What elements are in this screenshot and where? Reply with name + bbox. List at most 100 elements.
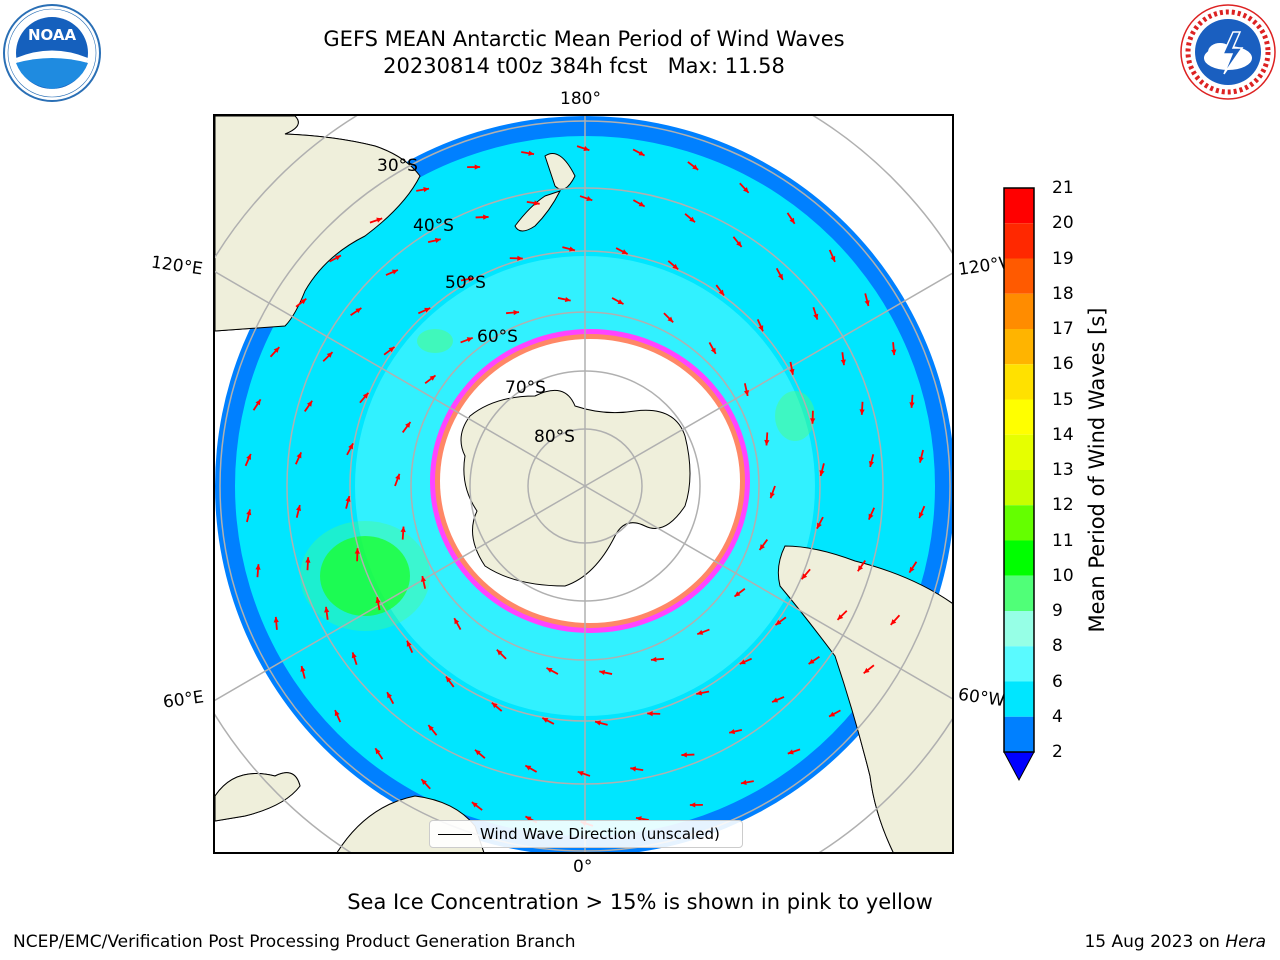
lon-label-0: 0°	[573, 857, 593, 877]
legend-line-swatch	[438, 833, 472, 835]
wind-wave-arrowhead	[667, 316, 674, 323]
wind-wave-arrowhead	[864, 300, 870, 307]
colorbar-tick-label: 18	[1052, 283, 1074, 304]
colorbar-cell	[1004, 575, 1034, 611]
wind-wave-arrowhead	[434, 237, 441, 243]
wind-wave-arrowhead	[586, 196, 593, 201]
lat-label-50s: 50°S	[445, 273, 486, 293]
colorbar-tick-label: 15	[1052, 389, 1074, 410]
wind-wave-arrowhead	[769, 492, 775, 499]
wind-wave-arrowhead	[491, 702, 498, 709]
wind-wave-arrowhead	[577, 771, 584, 776]
wind-wave-arrowhead	[296, 505, 302, 511]
wind-wave-arrowhead	[296, 452, 302, 459]
wind-wave-arrowhead	[388, 346, 395, 353]
wind-wave-arrowhead	[406, 640, 412, 647]
map-svg: 30°S 40°S 50°S 60°S 70°S 80°S	[215, 116, 952, 852]
footer-timestamp: 15 Aug 2023 on Hera	[1084, 932, 1266, 952]
colorbar-tick-label: 21	[1052, 178, 1074, 198]
wind-wave-arrowhead	[692, 164, 699, 170]
wind-wave-arrowhead	[513, 309, 520, 316]
wind-wave-arrowhead	[787, 749, 794, 755]
colorbar-tick-label: 10	[1052, 565, 1074, 586]
colorbar-cell	[1004, 399, 1034, 435]
wind-wave-arrowhead	[400, 526, 406, 533]
wind-wave-arrowhead	[474, 164, 481, 170]
wind-wave-arrowhead	[467, 276, 474, 282]
colorbar-label: Mean Period of Wind Waves [s]	[1085, 307, 1109, 633]
wind-wave-arrowhead	[918, 456, 924, 463]
wind-wave-arrowhead	[395, 473, 401, 480]
colorbar-tick-label: 17	[1052, 319, 1074, 339]
wind-wave-arrowhead	[857, 565, 864, 572]
wind-wave-arrowhead	[391, 269, 398, 275]
colorbar-tick-label: 19	[1052, 248, 1074, 269]
footer-date: 15 Aug 2023 on	[1084, 932, 1226, 952]
wind-wave-arrowhead	[813, 313, 819, 320]
wind-wave-arrowhead	[697, 629, 704, 635]
wind-wave-arrowhead	[546, 667, 553, 673]
wind-wave-arrowhead	[830, 255, 836, 262]
wind-wave-arrowhead	[517, 255, 523, 261]
lat-label-80s: 80°S	[534, 427, 575, 447]
wind-wave-arrowhead	[348, 443, 354, 450]
wind-wave-arrowhead	[405, 422, 411, 428]
wind-wave-arrowhead	[525, 765, 532, 771]
lon-label-60w: 60°W	[956, 684, 1007, 712]
colorbar-cell	[1004, 329, 1034, 365]
wind-wave-arrowhead	[801, 573, 808, 580]
footer-credit: NCEP/EMC/Verification Post Processing Pr…	[13, 932, 576, 952]
wind-wave-arrowhead	[617, 299, 624, 305]
wind-wave-arrowhead	[376, 217, 383, 223]
wind-wave-arrowhead	[868, 513, 874, 520]
wind-wave-arrowhead	[595, 720, 601, 726]
wind-wave-arrowhead	[647, 711, 653, 717]
wind-wave-arrowhead	[542, 717, 549, 723]
wind-wave-arrowhead	[777, 273, 783, 280]
wind-wave-arrowhead	[710, 347, 716, 354]
lat-label-30s: 30°S	[377, 156, 418, 176]
wind-wave-arrowhead	[423, 186, 430, 193]
wind-wave-arrowhead	[528, 150, 535, 156]
wind-wave-arrowhead	[387, 692, 393, 699]
wind-wave-arrowhead	[471, 802, 478, 808]
wind-wave-arrowhead	[775, 619, 782, 626]
colorbar-tick-label: 20	[1052, 213, 1074, 234]
colorbar-cell	[1004, 293, 1034, 329]
wind-wave-arrowhead	[810, 418, 816, 424]
wind-wave-arrowhead	[759, 544, 765, 550]
colorbar-cell	[1004, 470, 1034, 506]
nws-logo	[1180, 4, 1276, 100]
colorbar-cell	[1004, 434, 1034, 470]
wind-wave-arrowhead	[630, 766, 637, 772]
wind-wave-arrowhead	[808, 658, 815, 665]
wind-wave-arrowhead	[300, 298, 307, 305]
colorbar-cell	[1004, 646, 1034, 682]
wind-wave-arrowhead	[650, 656, 657, 663]
wind-wave-arrowhead	[689, 216, 696, 223]
noaa-logo: NOAA	[3, 4, 101, 102]
wind-wave-arrowhead	[496, 649, 503, 656]
wind-wave-arrowhead	[324, 606, 330, 613]
lon-label-60e: 60°E	[161, 687, 206, 713]
wind-wave-arrowhead	[375, 748, 381, 755]
chart-title: GEFS MEAN Antarctic Mean Period of Wind …	[323, 27, 845, 51]
wind-wave-arrowhead	[362, 392, 369, 399]
colorbar-cell	[1004, 681, 1034, 717]
wind-wave-arrowhead	[334, 255, 341, 261]
wind-wave-arrowhead	[736, 241, 742, 247]
wind-wave-arrowhead	[351, 652, 357, 659]
colorbar	[1003, 187, 1035, 782]
wind-wave-arrowhead	[569, 246, 575, 252]
map-panel: 30°S 40°S 50°S 60°S 70°S 80°S Wind Wave …	[213, 114, 954, 854]
wind-wave-arrowhead	[246, 453, 252, 460]
wind-wave-arrowhead	[305, 557, 311, 563]
wind-wave-arrowhead	[739, 659, 746, 665]
wind-wave-arrowhead	[445, 676, 452, 683]
wind-wave-arrowhead	[863, 667, 870, 674]
wind-wave-arrowhead	[466, 337, 473, 343]
map-legend: Wind Wave Direction (unscaled)	[429, 820, 743, 848]
wind-wave-arrowhead	[255, 399, 261, 406]
lat-label-40s: 40°S	[413, 216, 454, 236]
swell-patch	[320, 536, 410, 616]
